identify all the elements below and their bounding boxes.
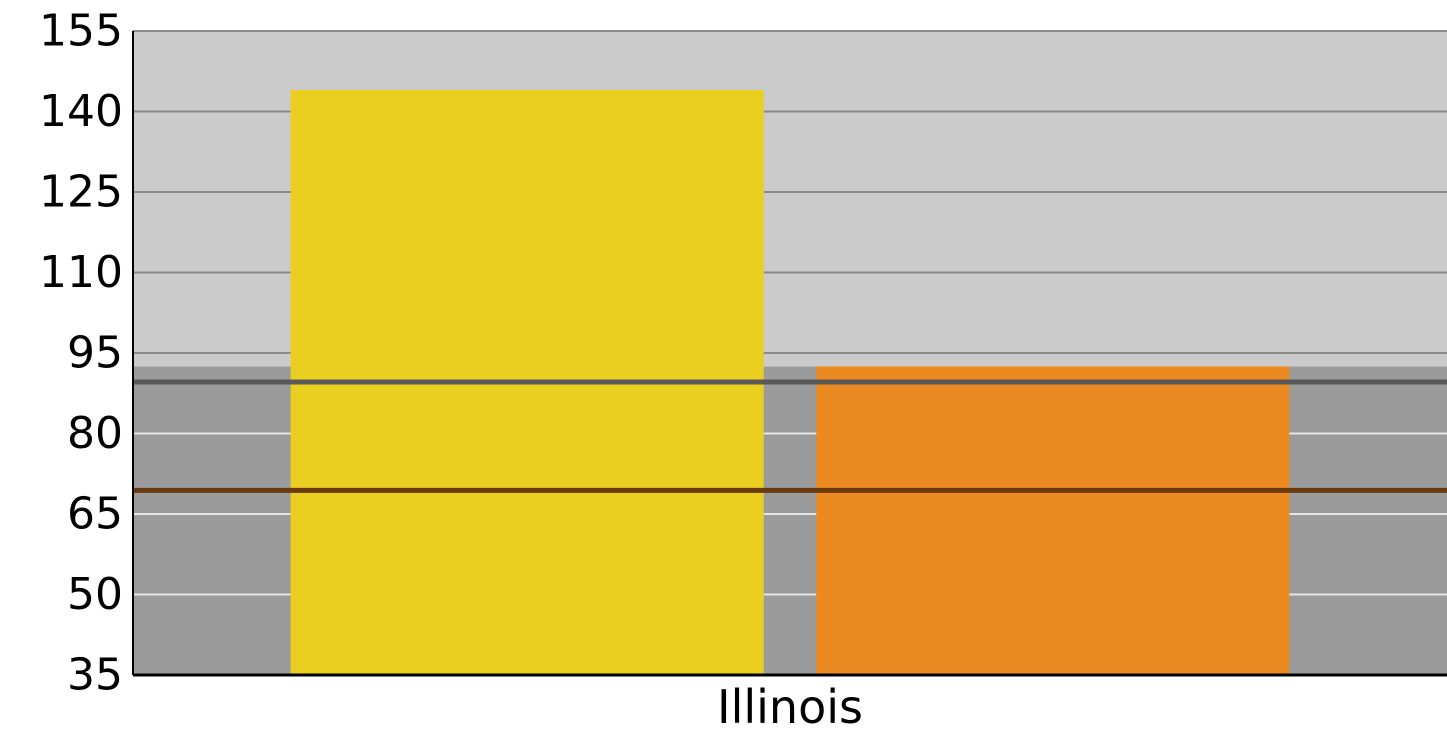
y-tick-label-140: 140 [39,86,123,137]
reference-lines [133,379,1447,493]
bar-series-1-illinois [816,366,1290,675]
y-tick-label-50: 50 [67,569,123,620]
y-tick-label-35: 35 [67,650,123,701]
axes [132,31,1447,677]
y-tick-label-125: 125 [39,167,123,218]
y-tick-label-95: 95 [67,328,123,379]
y-tick-label-80: 80 [67,408,123,459]
y-tick-label-155: 155 [39,6,123,57]
x-category-labels: Illinois [717,680,863,734]
x-category-label: Illinois [717,680,863,734]
y-tick-label-110: 110 [39,247,123,298]
y-tick-labels: 155 140 125 110 95 80 65 50 35 [39,6,123,701]
y-tick-label-65: 65 [67,489,123,540]
